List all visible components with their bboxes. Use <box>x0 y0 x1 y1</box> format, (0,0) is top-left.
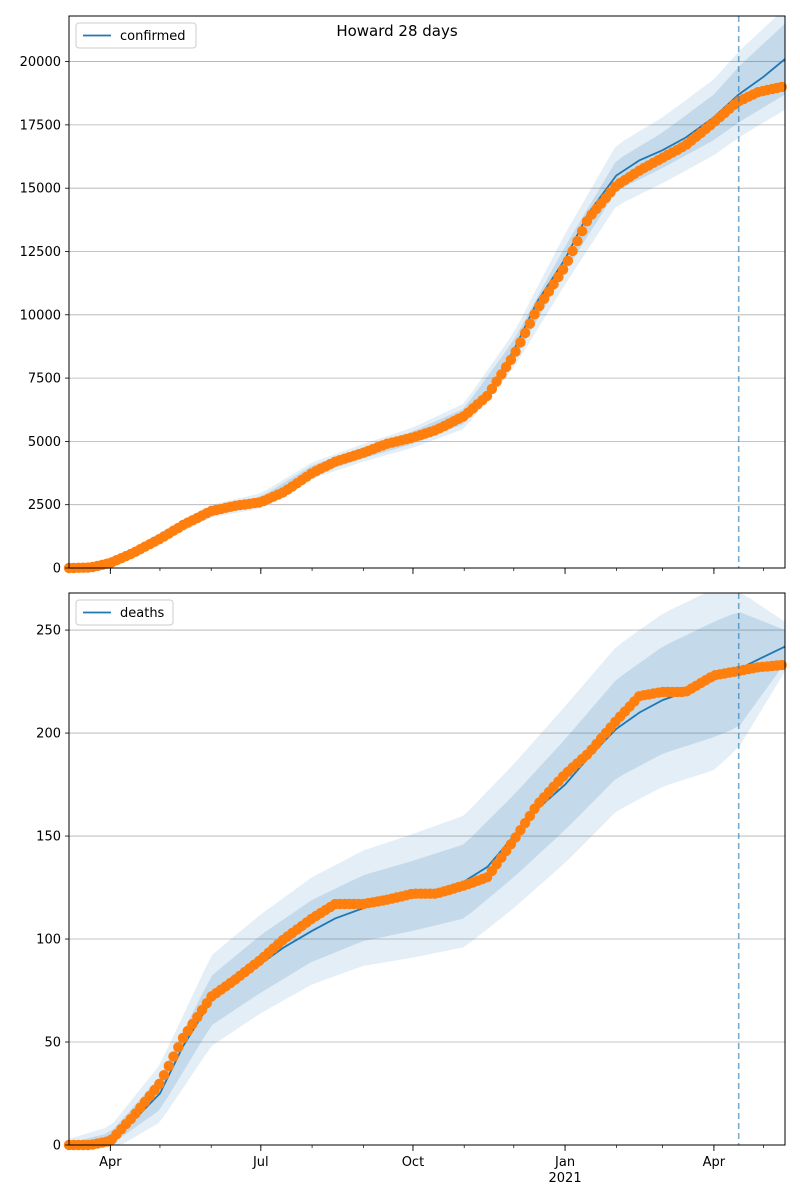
deaths-ytick-label: 150 <box>36 830 61 845</box>
deaths-legend-box <box>75 599 174 626</box>
xtick-label: Jan <box>554 1155 575 1170</box>
confirmed-axes-frame <box>68 15 786 569</box>
confirmed-ytick-label: 12500 <box>20 245 61 260</box>
confirmed-observed-point <box>519 327 531 339</box>
xtick-label: Apr <box>703 1155 726 1170</box>
xtick-sublabel: 2021 <box>549 1171 582 1186</box>
deaths-observed-point <box>163 1060 174 1072</box>
deaths-axes-frame <box>68 592 786 1146</box>
deaths-ytick-label: 100 <box>36 933 61 948</box>
confirmed-ytick-label: 17500 <box>20 118 61 133</box>
confirmed-panel: 0 2500 5000 7500 10000 12500 15000 17500 20000 c… <box>20 15 787 577</box>
confirmed-observed-point <box>567 245 578 257</box>
confirmed-observed-points <box>63 81 787 574</box>
confirmed-observed-point <box>529 309 540 320</box>
deaths-observed-point <box>168 1051 179 1062</box>
deaths-observed-point <box>173 1042 184 1053</box>
xtick-label: Oct <box>402 1155 424 1170</box>
confirmed-ytick-label: 0 <box>53 562 61 577</box>
deaths-grid <box>69 629 785 1146</box>
confirmed-ytick-label: 20000 <box>20 55 61 70</box>
deaths-uncertainty-band <box>69 612 785 1145</box>
deaths-ytick-label: 50 <box>44 1036 61 1051</box>
confirmed-ytick-label: 10000 <box>20 308 61 323</box>
xtick-label: Jul <box>252 1155 269 1170</box>
confirmed-axes: 0 2500 5000 7500 10000 12500 15000 17500 20000 <box>20 15 786 577</box>
deaths-legend-label: deaths <box>120 606 165 621</box>
deaths-ytick-label: 0 <box>53 1139 61 1154</box>
confirmed-observed-point <box>510 346 521 357</box>
confirmed-legend-label: confirmed <box>120 29 186 44</box>
deaths-ytick-label: 250 <box>36 624 61 639</box>
confirmed-legend-box <box>75 22 197 49</box>
deaths-observed-points <box>63 659 787 1151</box>
confirmed-observed-point <box>524 318 536 329</box>
confirmed-ytick-label: 5000 <box>28 435 61 450</box>
deaths-observed-point <box>158 1070 170 1081</box>
confirmed-observed-point <box>562 255 574 266</box>
xtick-label: Apr <box>99 1155 122 1170</box>
confirmed-observed-point <box>572 235 583 247</box>
deaths-legend: deaths <box>75 599 174 626</box>
confirmed-observed-point <box>505 354 517 365</box>
confirmed-ytick-label: 7500 <box>28 372 61 387</box>
confirmed-ytick-label: 15000 <box>20 182 61 197</box>
confirmed-legend: confirmed <box>75 22 197 49</box>
confirmed-observed-point <box>776 81 787 93</box>
confirmed-ytick-label: 2500 <box>28 498 61 513</box>
confirmed-observed-point <box>515 337 526 348</box>
deaths-observed-point <box>154 1078 165 1090</box>
deaths-ytick-label: 200 <box>36 727 61 742</box>
figure-title: Howard 28 days <box>336 22 458 40</box>
deaths-observed-point <box>776 659 787 671</box>
confirmed-observed-point <box>557 264 569 275</box>
confirmed-observed-point <box>576 226 588 237</box>
